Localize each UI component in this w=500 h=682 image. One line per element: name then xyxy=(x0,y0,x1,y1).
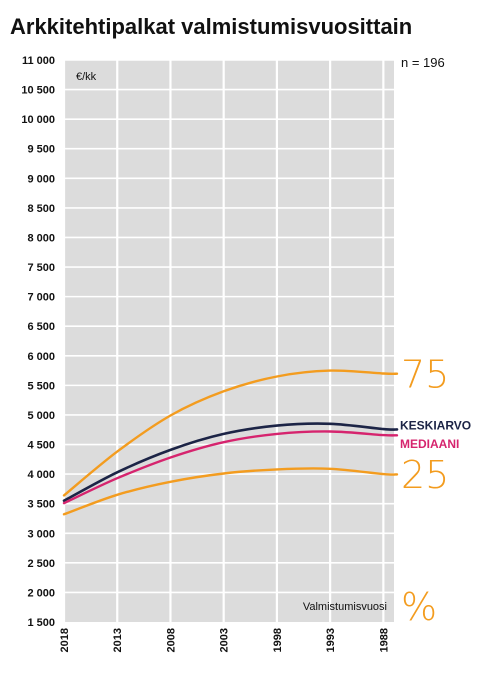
x-tick-label: 1988 xyxy=(378,628,390,652)
x-tick-label: 1998 xyxy=(272,628,284,652)
y-tick-label: 5 000 xyxy=(27,410,55,422)
y-tick-label: 10 000 xyxy=(21,114,55,126)
series-line-75 xyxy=(62,369,399,497)
sample-size-label: n = 196 xyxy=(401,55,445,70)
series-labels: 75 KESKIARVO MEDIAANI 25 xyxy=(400,353,471,498)
y-tick-label: 10 500 xyxy=(21,85,55,97)
chart-title: Arkkitehtipalkat valmistumisvuosittain xyxy=(10,14,412,39)
y-tick-label: 8 000 xyxy=(27,232,55,244)
x-tick-label: 2008 xyxy=(165,628,177,652)
y-tick-label: 9 500 xyxy=(27,144,55,156)
x-tick-label: 2013 xyxy=(112,628,124,652)
series-line-25 xyxy=(62,467,399,516)
y-tick-label: 4 500 xyxy=(27,440,55,452)
y-tick-label: 8 500 xyxy=(27,203,55,215)
series-line-mediaani xyxy=(62,430,399,505)
series-lines xyxy=(62,369,399,516)
plot-area xyxy=(64,60,394,622)
grid-lines xyxy=(62,59,394,622)
y-tick-label: 6 500 xyxy=(27,321,55,333)
y-tick-label: 2 000 xyxy=(27,587,55,599)
x-tick-label: 1993 xyxy=(325,628,337,652)
x-tick-label: 2003 xyxy=(219,628,231,652)
series-label-25: 25 xyxy=(401,453,449,497)
x-axis-ticks: 2018 2013 2008 2003 1998 1993 1988 xyxy=(59,628,390,652)
unit-label: €/kk xyxy=(76,71,97,83)
y-tick-label: 9 000 xyxy=(27,173,55,185)
x-tick-label: 2018 xyxy=(59,628,71,652)
y-axis-ticks: 1 500 2 000 2 500 3 000 3 500 4 000 4 500 5 000… xyxy=(21,55,55,629)
y-tick-label: 2 500 xyxy=(27,558,55,570)
y-tick-label: 4 000 xyxy=(27,469,55,481)
y-tick-label: 3 000 xyxy=(27,528,55,540)
y-tick-label: 7 000 xyxy=(27,292,55,304)
x-axis-label: Valmistumisvuosi xyxy=(303,601,387,613)
y-tick-label: 11 000 xyxy=(22,55,55,67)
percent-symbol: % xyxy=(401,585,437,629)
series-label-keskiarvo: KESKIARVO xyxy=(400,419,471,433)
series-line-keskiarvo xyxy=(62,422,399,502)
y-tick-label: 5 500 xyxy=(27,380,55,392)
y-tick-label: 6 000 xyxy=(27,351,55,363)
y-tick-label: 1 500 xyxy=(27,617,55,629)
y-tick-label: 7 500 xyxy=(27,262,55,274)
y-tick-label: 3 500 xyxy=(27,499,55,511)
series-label-75: 75 xyxy=(401,353,449,397)
series-label-mediaani: MEDIAANI xyxy=(400,437,459,451)
